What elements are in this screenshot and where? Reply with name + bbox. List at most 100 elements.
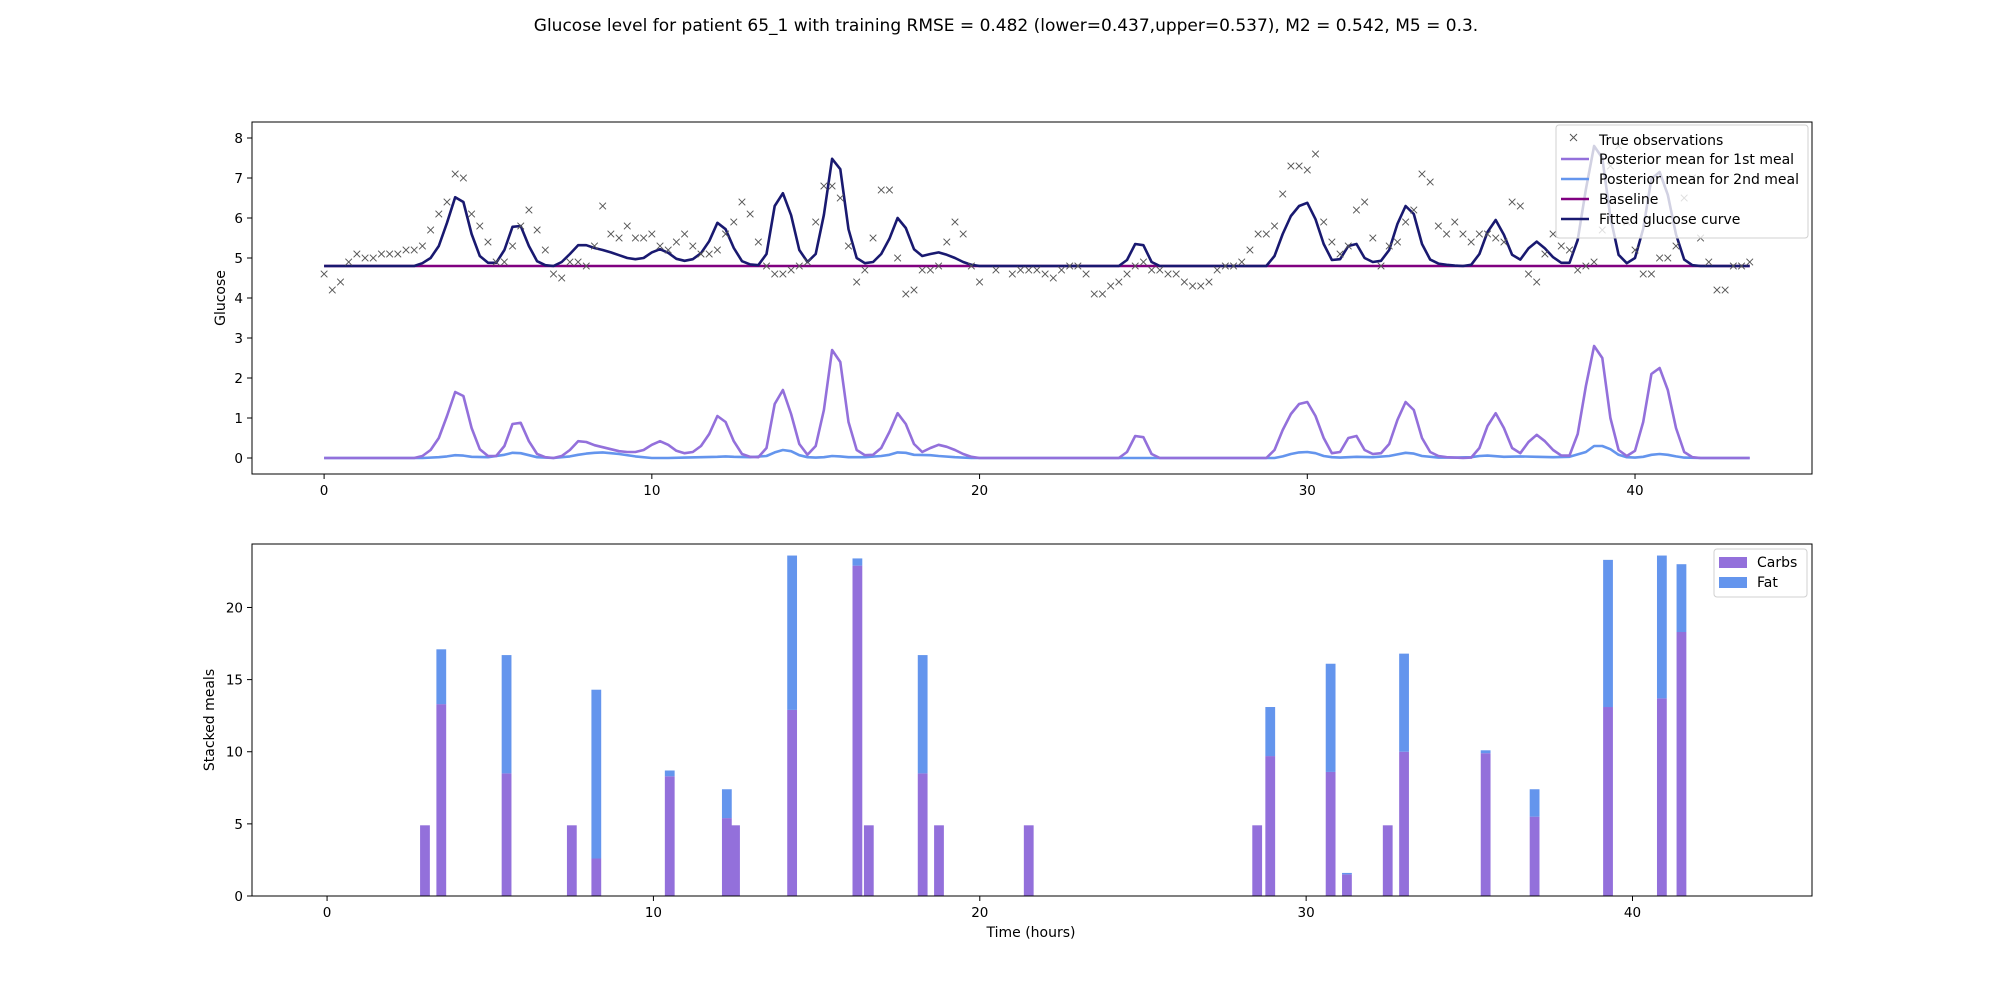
observation-point (787, 266, 795, 274)
meals-x-ticks: 0 10 20 30 40 (323, 896, 1641, 921)
observation-point (1090, 290, 1098, 298)
glucose-x-tick-label: 20 (971, 483, 988, 499)
fitted-glucose-series-line (324, 144, 1750, 268)
observation-point (336, 278, 345, 286)
legend-label-observations: True observations (1598, 133, 1723, 149)
observation-point (1483, 230, 1492, 238)
observation-point (1074, 262, 1082, 270)
observation-point (812, 218, 820, 226)
observation-point (1008, 270, 1016, 278)
carbs-bar (730, 825, 740, 896)
observation-point (492, 258, 500, 266)
glucose-y-axis-label: Glucose (213, 270, 229, 326)
observation-point (443, 198, 451, 206)
observation-point (1164, 270, 1172, 278)
observation-point (1590, 258, 1598, 266)
observation-point (631, 234, 640, 242)
carbs-bar (934, 825, 944, 896)
observation-point (1311, 150, 1320, 158)
fat-bar (591, 689, 602, 859)
meals-legend: Carbs Fat (1713, 548, 1808, 598)
observation-point (959, 230, 967, 238)
fat-bar (1342, 872, 1352, 875)
observation-point (1434, 222, 1443, 230)
carbs-bar (852, 565, 863, 896)
observation-point (1344, 242, 1352, 250)
observation-point (377, 250, 386, 258)
observation-point (1418, 170, 1426, 178)
observation-point (1705, 258, 1713, 266)
carbs-bar (664, 776, 675, 896)
observation-point (1451, 218, 1459, 226)
observation-point (795, 262, 803, 270)
fat-bar (917, 655, 928, 774)
carbs-bar (501, 773, 512, 896)
fat-bar (787, 555, 798, 710)
observation-point (1369, 234, 1377, 242)
observation-point (975, 278, 984, 286)
glucose-y-tick-label: 2 (234, 371, 243, 387)
meals-x-tick-label: 20 (971, 905, 988, 921)
observation-point (1082, 270, 1090, 278)
observation-point (967, 262, 976, 270)
observation-point (836, 194, 844, 202)
observation-point (1057, 266, 1066, 274)
fat-bar (1480, 750, 1491, 754)
observation-point (328, 286, 336, 294)
legend-item-fitted: Fitted glucose curve (1561, 212, 1740, 228)
observation-point (1279, 190, 1287, 198)
observation-point (476, 222, 484, 230)
observation-point (1016, 266, 1025, 274)
observation-point (680, 230, 689, 238)
observation-point (369, 254, 377, 262)
observation-point (713, 246, 722, 254)
observation-point (705, 250, 713, 258)
meals-x-tick-label: 10 (645, 905, 662, 921)
observation-point (574, 258, 582, 266)
observation-point (566, 258, 574, 266)
observation-point (853, 278, 861, 286)
legend-label-fitted: Fitted glucose curve (1599, 212, 1740, 228)
observation-point (435, 210, 443, 218)
meal2-series-line (324, 444, 1750, 460)
observation-point (902, 290, 910, 298)
observation-point (746, 210, 754, 218)
meals-y-tick-label: 20 (226, 600, 243, 616)
carbs-bar (1342, 874, 1352, 896)
observation-point (623, 222, 631, 230)
observation-point (1172, 270, 1180, 278)
observation-point (1303, 166, 1311, 174)
observation-point (951, 218, 959, 226)
observation-point (1508, 198, 1516, 206)
meals-x-tick-label: 0 (323, 905, 332, 921)
observation-point (1664, 254, 1672, 262)
legend-item-fat: Fat (1719, 575, 1778, 591)
fat-bar (1603, 559, 1613, 708)
observation-point (410, 246, 418, 254)
observation-point (607, 230, 615, 238)
observation-point (1336, 250, 1344, 258)
carbs-bar (1676, 632, 1687, 896)
observation-point (934, 262, 943, 270)
carbs-bar (1382, 825, 1393, 896)
observation-point (1565, 246, 1574, 254)
meals-axes-frame (251, 543, 1813, 897)
carbs-bar (917, 773, 928, 896)
observation-point (754, 238, 762, 246)
glucose-y-tick-label: 1 (234, 411, 243, 427)
observation-point (877, 186, 885, 194)
glucose-x-tick-label: 40 (1626, 483, 1643, 499)
fat-bar (664, 770, 675, 777)
meals-x-tick-label: 30 (1298, 905, 1315, 921)
observation-point (1582, 262, 1590, 270)
observation-point (1049, 274, 1057, 282)
observation-point (320, 270, 328, 278)
observation-point (762, 262, 771, 270)
observation-point (1410, 206, 1418, 214)
carbs-bar (591, 858, 602, 896)
observation-point (828, 182, 836, 190)
glucose-y-tick-label: 8 (234, 131, 243, 147)
observation-point (869, 234, 877, 242)
meals-y-tick-label: 10 (226, 745, 243, 761)
